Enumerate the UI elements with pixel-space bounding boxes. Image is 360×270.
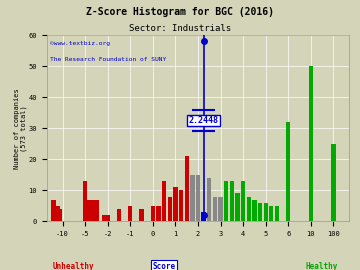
- Bar: [128, 206, 132, 221]
- Bar: [224, 181, 228, 221]
- Bar: [331, 144, 336, 221]
- Bar: [162, 181, 166, 221]
- Text: The Research Foundation of SUNY: The Research Foundation of SUNY: [50, 58, 166, 62]
- Text: ©www.textbiz.org: ©www.textbiz.org: [50, 41, 110, 46]
- Text: Healthy: Healthy: [306, 262, 338, 270]
- Text: Z-Score Histogram for BGC (2016): Z-Score Histogram for BGC (2016): [86, 7, 274, 17]
- Bar: [219, 197, 223, 221]
- Bar: [179, 190, 183, 221]
- Bar: [309, 66, 313, 221]
- Bar: [168, 197, 172, 221]
- Bar: [58, 209, 63, 221]
- Text: 2.2448: 2.2448: [189, 116, 219, 125]
- Bar: [207, 178, 211, 221]
- Bar: [185, 156, 189, 221]
- Y-axis label: Number of companies
(573 total): Number of companies (573 total): [14, 88, 27, 169]
- Bar: [94, 200, 99, 221]
- Bar: [275, 206, 279, 221]
- Bar: [139, 209, 144, 221]
- Bar: [91, 200, 95, 221]
- Bar: [156, 206, 161, 221]
- Bar: [196, 175, 200, 221]
- Bar: [102, 215, 106, 221]
- Bar: [230, 181, 234, 221]
- Bar: [202, 212, 206, 221]
- Bar: [252, 200, 257, 221]
- Text: Sector: Industrials: Sector: Industrials: [129, 24, 231, 33]
- Bar: [247, 197, 251, 221]
- Bar: [105, 215, 110, 221]
- Text: Unhealthy: Unhealthy: [53, 262, 95, 270]
- Bar: [213, 197, 217, 221]
- Bar: [83, 181, 87, 221]
- Bar: [269, 206, 274, 221]
- Bar: [87, 200, 91, 221]
- Bar: [241, 181, 245, 221]
- Bar: [51, 200, 56, 221]
- Bar: [190, 175, 194, 221]
- Bar: [117, 209, 121, 221]
- Bar: [258, 203, 262, 221]
- Bar: [286, 122, 291, 221]
- Bar: [151, 206, 155, 221]
- Bar: [56, 206, 60, 221]
- Bar: [235, 193, 240, 221]
- Text: Score: Score: [153, 262, 176, 270]
- Bar: [264, 203, 268, 221]
- Bar: [173, 187, 177, 221]
